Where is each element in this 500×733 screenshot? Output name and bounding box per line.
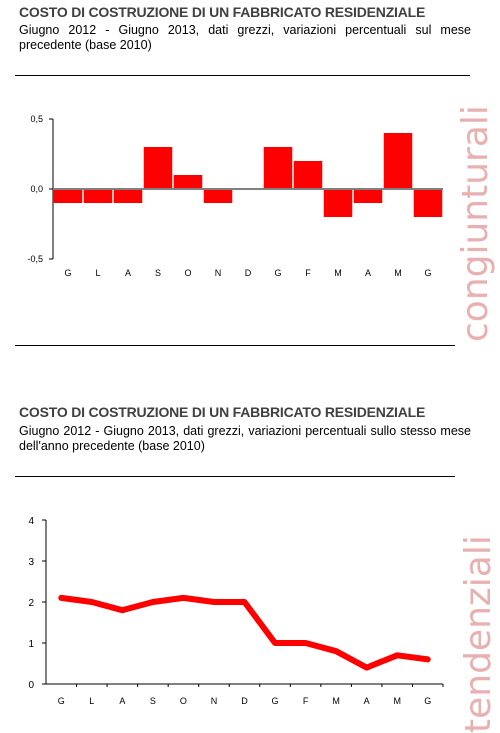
bar-x-tick-label: F (305, 268, 311, 278)
chart-2-top-rule (15, 476, 455, 477)
line-x-tick-label: G (424, 696, 431, 706)
bar (143, 147, 173, 189)
bar-y-tick-label: 0,5 (30, 114, 43, 124)
bar-x-tick-label: L (95, 268, 100, 278)
bar (203, 189, 233, 203)
bar-x-tick-label: G (424, 268, 431, 278)
line-point (273, 641, 277, 645)
line-x-tick-label: S (150, 696, 156, 706)
line-series (58, 594, 431, 671)
line-y-tick-label: 2 (28, 598, 34, 609)
line-x-tick-label: G (272, 696, 279, 706)
bar (293, 161, 323, 189)
bar-x-tick-label: A (125, 268, 131, 278)
chart-2-subtitle: Giugno 2012 - Giugno 2013, dati grezzi, … (19, 424, 471, 453)
chart-1-subtitle: Giugno 2012 - Giugno 2013, dati grezzi, … (19, 23, 471, 52)
line-point (365, 666, 369, 670)
bar (413, 189, 443, 217)
line-x-tick-label: G (58, 696, 65, 706)
bar-x-tick-label: M (334, 268, 342, 278)
line-point (181, 596, 185, 600)
line-x-tick-label: M (332, 696, 340, 706)
line-x-tick-label: A (119, 696, 125, 706)
bar (83, 189, 113, 203)
line-point (212, 600, 216, 604)
line-point (151, 600, 155, 604)
line-point (395, 653, 399, 657)
line-point (59, 596, 63, 600)
line-x-tick-label: N (211, 696, 218, 706)
line-x-tick-label: M (393, 696, 401, 706)
bar (53, 189, 83, 203)
line-y-tick-label: 4 (28, 516, 34, 527)
chart-1-title: COSTO DI COSTRUZIONE DI UN FABBRICATO RE… (19, 4, 426, 20)
bar-x-tick-label: G (274, 268, 281, 278)
chart-1-bottom-rule (15, 345, 455, 346)
bar-y-tick-label: 0,0 (30, 184, 43, 194)
chart-1-top-rule (15, 75, 470, 76)
chart-2-title: COSTO DI COSTRUZIONE DI UN FABBRICATO RE… (19, 404, 426, 420)
line-point (243, 600, 246, 604)
bar-x-tick-label: M (394, 268, 402, 278)
bar (353, 189, 383, 203)
line-point (90, 600, 94, 604)
line-point (334, 649, 338, 653)
line-y-tick-label: 3 (28, 557, 34, 568)
bar (323, 189, 353, 217)
line-y-tick-label: 0 (28, 680, 34, 691)
line-point (426, 657, 430, 661)
line-point (120, 608, 124, 612)
bar-x-tick-label: N (215, 268, 222, 278)
line-point (304, 641, 308, 645)
line-x-tick-label: O (180, 696, 187, 706)
line-x-tick-label: A (364, 696, 370, 706)
bar-x-tick-label: D (245, 268, 252, 278)
bar (383, 133, 413, 189)
bar-x-tick-label: G (64, 268, 71, 278)
bar-x-tick-label: S (155, 268, 161, 278)
bar-x-tick-label: A (365, 268, 371, 278)
bar (113, 189, 143, 203)
bar-y-tick-label: -0,5 (27, 254, 43, 264)
line-x-tick-label: L (89, 696, 94, 706)
line-x-tick-label: D (241, 696, 248, 706)
line-y-tick-label: 1 (28, 639, 34, 650)
bar (173, 175, 203, 189)
bar (263, 147, 293, 189)
line-x-tick-label: F (303, 696, 309, 706)
bar-x-tick-label: O (184, 268, 191, 278)
